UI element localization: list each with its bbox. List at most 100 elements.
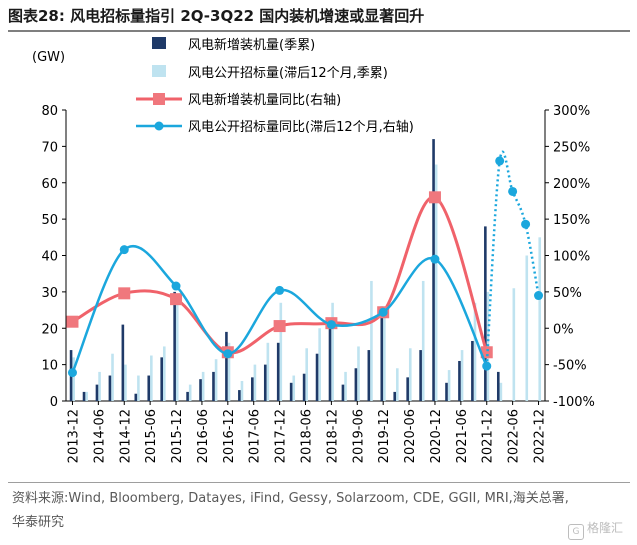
y-tick-label: 40 — [41, 250, 58, 265]
y-tick-label: 20 — [41, 322, 58, 337]
installed-bar — [225, 331, 228, 401]
tender-bar — [124, 364, 127, 401]
installed-bar — [380, 306, 384, 401]
installed-bar — [484, 226, 487, 401]
tender-bar — [85, 391, 88, 401]
legend-label: 风电新增装机量同比(右轴) — [188, 92, 341, 108]
tick-labels-group: 0 10 20 30 40 50 60 70 80 -100% -50% 0% 50% 100% 150% 2… — [32, 50, 595, 463]
tender-bar — [266, 342, 270, 401]
tender-bar — [473, 302, 477, 401]
tender-bar — [240, 380, 244, 401]
installed-bar — [341, 384, 345, 401]
installed-yoy-marker — [273, 320, 286, 333]
tender-yoy-marker — [378, 307, 388, 317]
installed-bar — [263, 364, 267, 401]
tender-yoy-forecast-line — [485, 150, 540, 367]
tender-bar — [201, 371, 205, 401]
installed-bar — [315, 353, 319, 401]
tender-bar — [525, 255, 529, 401]
tender-bar — [162, 346, 166, 401]
installed-bar — [212, 371, 215, 401]
tender-bar — [292, 375, 296, 401]
tender-bar — [331, 302, 334, 401]
installed-bar — [121, 324, 125, 401]
tender-yoy-marker — [534, 291, 544, 301]
y2-tick-label: 250% — [553, 140, 590, 155]
y-tick-label: 10 — [41, 359, 58, 374]
y-unit-label: (GW) — [32, 50, 65, 65]
y2-tick-label: 0% — [553, 322, 574, 337]
tender-bar — [447, 370, 451, 401]
legend-swatch-tender — [152, 65, 166, 77]
lines-group — [66, 150, 544, 378]
tender-yoy-marker — [275, 285, 285, 295]
x-tick-label: 2019-12 — [377, 409, 392, 463]
installed-yoy-marker — [66, 315, 79, 328]
tender-bar — [383, 313, 386, 401]
tender-bar — [512, 288, 516, 401]
x-tick-label: 2017-06 — [248, 409, 263, 463]
legend-label: 风电公开招标量同比(滞后12个月,右轴) — [188, 120, 414, 135]
installed-bar — [496, 371, 500, 401]
tender-bar — [357, 346, 360, 401]
installed-bar — [108, 375, 112, 401]
legend-marker-tender-yoy — [154, 121, 164, 131]
installed-bar — [393, 391, 397, 401]
installed-bar — [95, 384, 99, 401]
y2-tick-label: -100% — [553, 395, 595, 410]
y-tick-label: 0 — [50, 395, 58, 410]
installed-bar — [160, 357, 163, 401]
installed-bar — [328, 324, 332, 401]
source-divider — [8, 482, 630, 483]
installed-yoy-marker — [428, 191, 441, 204]
installed-bar — [367, 350, 371, 401]
x-tick-label: 2022-12 — [533, 409, 548, 463]
x-tick-label: 2019-06 — [351, 409, 366, 463]
tender-yoy-marker — [119, 245, 129, 255]
chart-plot: 0 10 20 30 40 50 60 70 80 -100% -50% 0% 50% 100% 150% 2… — [32, 37, 595, 463]
installed-bar — [238, 390, 241, 401]
x-tick-label: 2016-12 — [222, 409, 237, 463]
y-tick-label: 60 — [41, 177, 58, 192]
tender-bar — [305, 348, 308, 401]
installed-bar — [419, 350, 422, 401]
installed-bar — [82, 391, 86, 401]
y2-tick-label: 100% — [553, 250, 590, 265]
tender-yoy-marker — [482, 361, 492, 371]
y-tick-label: 80 — [41, 104, 58, 119]
legend-label: 风电新增装机量(季累) — [188, 37, 315, 53]
source-note: 资料来源:Wind, Bloomberg, Datayes, iFind, Ge… — [12, 491, 569, 530]
installed-bar — [134, 393, 138, 401]
tender-yoy-marker — [326, 320, 336, 330]
tender-bar — [137, 375, 140, 401]
x-tick-label: 2020-06 — [403, 409, 418, 463]
tender-bar — [396, 368, 399, 401]
x-tick-label: 2022-06 — [507, 409, 522, 463]
installed-bar — [186, 391, 189, 401]
tender-bar — [150, 355, 153, 401]
watermark: G 格隆汇 — [568, 519, 623, 540]
tender-bar — [538, 237, 542, 401]
installed-bar — [199, 379, 202, 401]
tender-yoy-marker — [495, 156, 505, 166]
tender-bar — [370, 280, 373, 401]
tender-bar — [344, 371, 347, 401]
installed-yoy-marker — [118, 287, 131, 300]
installed-bar — [302, 373, 306, 401]
y2-tick-label: 200% — [553, 177, 590, 192]
y-tick-label: 50 — [41, 213, 58, 228]
x-tick-label: 2020-12 — [429, 409, 444, 463]
installed-bar — [173, 291, 176, 401]
tender-bar — [434, 164, 438, 401]
installed-bar — [445, 382, 448, 401]
tender-bar — [214, 359, 218, 401]
installed-yoy-marker — [480, 346, 493, 359]
legend-label: 风电公开招标量(滞后12个月,季累) — [188, 66, 388, 81]
tender-bar — [98, 371, 101, 401]
installed-bar — [432, 139, 435, 401]
x-tick-label: 2016-06 — [196, 409, 211, 463]
x-tick-label: 2015-12 — [170, 409, 185, 463]
installed-bar — [276, 342, 280, 401]
tender-yoy-marker — [67, 368, 77, 378]
installed-bar — [471, 340, 474, 401]
